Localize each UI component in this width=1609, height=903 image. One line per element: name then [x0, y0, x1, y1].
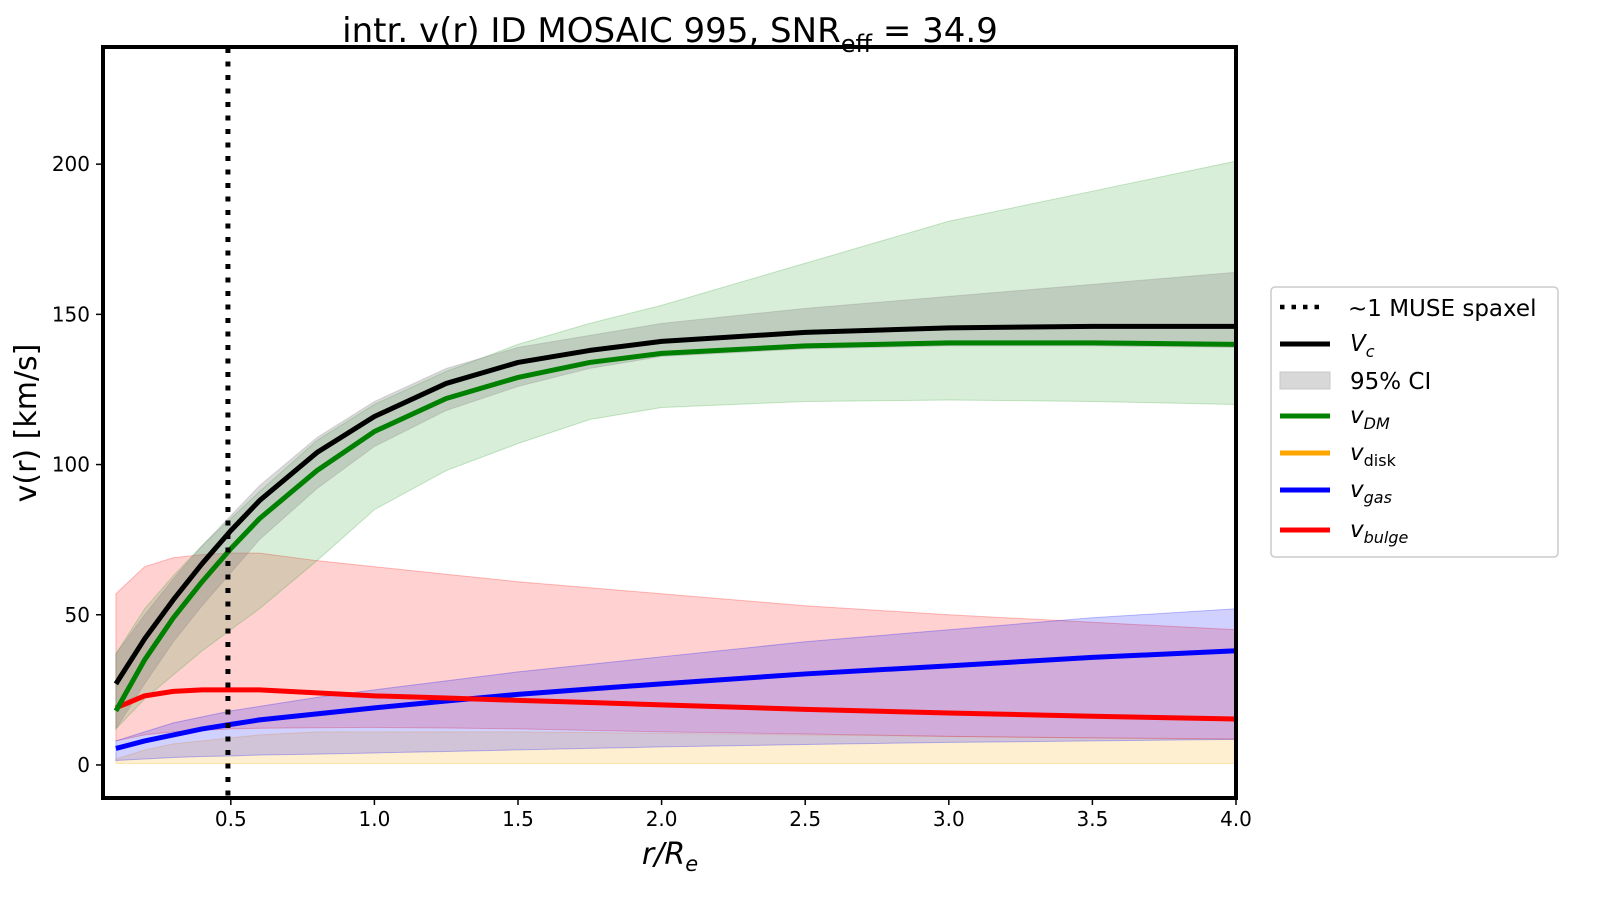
x-tick-label: 3.5: [1076, 807, 1108, 831]
x-ticks: 0.5 1.0 1.5 2.0 2.5 3.0 3.5 4.0: [215, 798, 1252, 831]
series-lines: [113, 323, 1237, 751]
y-tick-label: 200: [52, 152, 90, 176]
x-axis-label: r/Re: [642, 837, 698, 876]
y-tick-label: 150: [52, 302, 90, 326]
x-tick-label: 0.5: [215, 807, 247, 831]
y-tick-label: 100: [52, 453, 90, 477]
line-bulge: [114, 687, 1237, 722]
line-c: [113, 323, 1236, 686]
y-ticks: 0 50 100 150 200: [52, 152, 103, 777]
legend-label-bulge: vbulge: [1350, 517, 1409, 547]
x-tick-label: 3.0: [933, 807, 965, 831]
legend-label-vc: Vc: [1350, 331, 1375, 361]
x-tick-label: 1.0: [358, 807, 390, 831]
legend-swatch-ci: [1279, 371, 1331, 390]
y-tick-label: 50: [65, 603, 90, 627]
chart-title: intr. v(r) ID MOSAIC 995, SNReff = 34.9: [342, 11, 998, 58]
legend-label-spaxel: ~1 MUSE spaxel: [1348, 296, 1536, 322]
legend: ~1 MUSE spaxel Vc 95% CI vDM vdisk vgas …: [1270, 286, 1559, 558]
x-tick-label: 4.0: [1220, 807, 1252, 831]
x-tick-label: 2.0: [646, 807, 678, 831]
legend-label-ci: 95% CI: [1350, 369, 1431, 395]
x-tick-label: 2.5: [789, 807, 821, 831]
legend-label-disk: vdisk: [1350, 440, 1397, 470]
legend-label-gas: vgas: [1350, 477, 1392, 507]
plot-frame: [101, 45, 1238, 800]
y-axis-label: v(r) [km/s]: [9, 344, 44, 503]
ci-bands: [115, 160, 1237, 764]
legend-box: [1270, 286, 1559, 558]
legend-label-dm: vDM: [1350, 403, 1390, 433]
y-tick-label: 0: [77, 753, 90, 777]
x-tick-label: 1.5: [502, 807, 534, 831]
line-dm: [113, 340, 1237, 713]
line-gas: [115, 648, 1237, 751]
